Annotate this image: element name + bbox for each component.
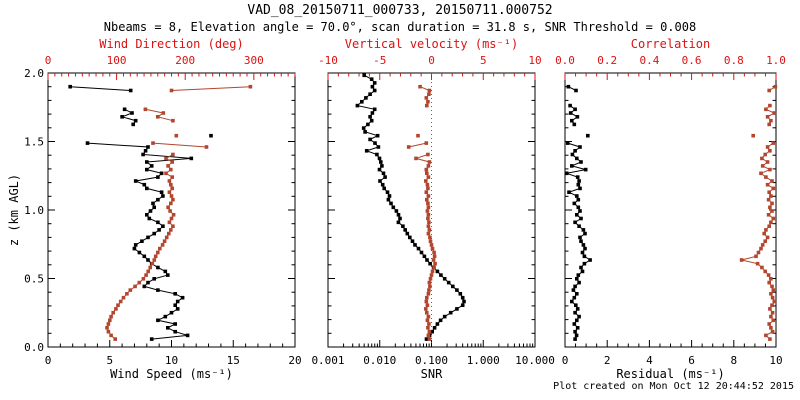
svg-text:1.0: 1.0: [24, 204, 44, 217]
svg-text:4: 4: [646, 354, 653, 367]
wind-panel: 0.00.51.01.52.00 5 10 15 200 100 200 300: [24, 54, 302, 367]
series-residual: [564, 84, 592, 341]
wind-speed-axis-title: Wind Speed (ms⁻¹): [110, 367, 233, 381]
series-vertical-velocity: [406, 84, 437, 341]
plot-timestamp: Plot created on Mon Oct 12 20:44:52 2015: [553, 381, 794, 392]
svg-text:0.6: 0.6: [682, 54, 702, 67]
svg-text:10: 10: [165, 354, 178, 367]
snr-panel: 0.001 0.010 0.100 1.000 10.000 -10 -5 0 5 10: [311, 54, 554, 367]
svg-text:300: 300: [244, 54, 264, 67]
plot-title: VAD_08_20150711_000733, 20150711.000752: [247, 3, 553, 18]
series-snr: [355, 73, 466, 341]
svg-text:0.5: 0.5: [24, 273, 44, 286]
svg-text:0.0: 0.0: [24, 341, 44, 354]
series-wind-speed: [68, 84, 213, 341]
residual-axis-title: Residual (ms⁻¹): [616, 367, 725, 381]
svg-text:10: 10: [528, 54, 541, 67]
svg-text:0: 0: [45, 354, 52, 367]
vertical-velocity-axis-title: Vertical velocity (ms⁻¹): [344, 37, 519, 51]
svg-text:-5: -5: [373, 54, 386, 67]
snr-axis-title: SNR: [420, 367, 443, 381]
svg-text:0: 0: [45, 54, 52, 67]
svg-text:10.000: 10.000: [515, 354, 555, 367]
svg-text:5: 5: [480, 54, 487, 67]
svg-text:0.010: 0.010: [363, 354, 396, 367]
svg-text:10: 10: [769, 354, 782, 367]
correlation-axis-title: Correlation: [630, 37, 711, 51]
series-wind-direction: [105, 84, 253, 341]
fit-quality-panel: 0 2 4 6 8 10 0.0 0.2 0.4 0.6 0.8 1.0: [555, 54, 786, 367]
height-axis-title: z (km AGL): [7, 173, 21, 247]
svg-text:8: 8: [730, 354, 737, 367]
svg-text:2: 2: [604, 354, 611, 367]
svg-text:0.2: 0.2: [597, 54, 617, 67]
svg-text:-10: -10: [318, 54, 338, 67]
svg-text:0.8: 0.8: [724, 54, 744, 67]
svg-text:0.100: 0.100: [415, 354, 448, 367]
svg-text:6: 6: [688, 354, 695, 367]
svg-text:5: 5: [106, 354, 113, 367]
svg-text:15: 15: [227, 354, 240, 367]
svg-text:1.000: 1.000: [467, 354, 500, 367]
svg-text:0.4: 0.4: [639, 54, 659, 67]
svg-text:0.001: 0.001: [311, 354, 344, 367]
svg-text:2.0: 2.0: [24, 67, 44, 80]
svg-text:0: 0: [562, 354, 569, 367]
svg-text:0: 0: [428, 54, 435, 67]
plot-subtitle: Nbeams = 8, Elevation angle = 70.0°, sca…: [103, 20, 697, 34]
svg-text:200: 200: [175, 54, 195, 67]
svg-text:20: 20: [288, 354, 301, 367]
svg-text:0.0: 0.0: [555, 54, 575, 67]
series-correlation: [739, 84, 778, 341]
svg-text:100: 100: [107, 54, 127, 67]
svg-text:1.0: 1.0: [766, 54, 786, 67]
wind-direction-axis-title: Wind Direction (deg): [99, 37, 244, 51]
svg-text:1.5: 1.5: [24, 136, 44, 149]
